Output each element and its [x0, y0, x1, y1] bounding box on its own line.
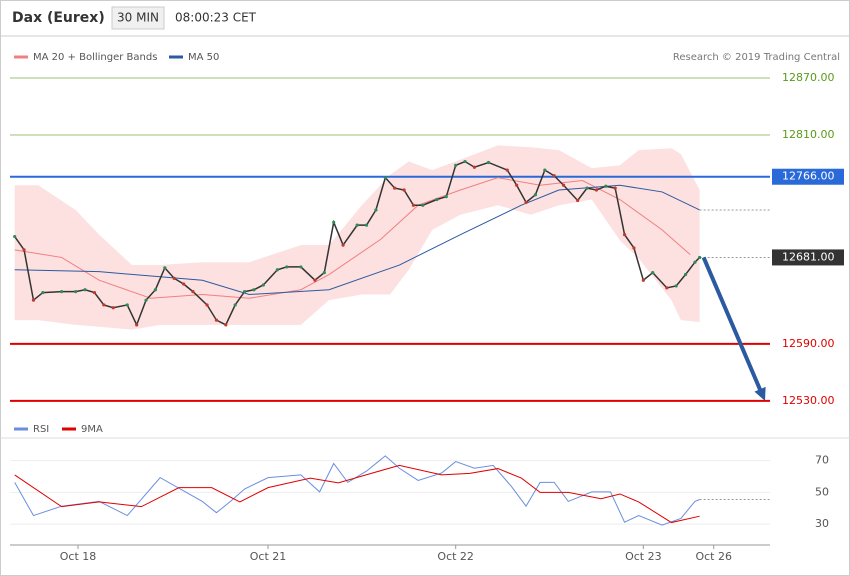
- y-tick-label: 50: [815, 485, 829, 498]
- price-point: [111, 306, 115, 310]
- interval: 30 MIN: [117, 11, 159, 25]
- rsi-line: [14, 464, 700, 524]
- price-point: [355, 223, 359, 227]
- price-point: [561, 183, 566, 187]
- x-tick-label: Oct 22: [437, 550, 474, 563]
- ma-line: [14, 184, 700, 295]
- rsi-line: [14, 455, 700, 526]
- price-point: [252, 288, 256, 292]
- level-label: 12766.00: [782, 170, 835, 183]
- price-point: [402, 188, 406, 192]
- forecast-arrowhead: [754, 386, 766, 401]
- price-point: [515, 183, 519, 187]
- interval-box: [111, 6, 165, 30]
- forecast-arrow: [701, 256, 763, 393]
- price-point: [31, 298, 36, 302]
- price-point: [454, 163, 458, 167]
- y-tick-label: 70: [815, 454, 829, 467]
- price-point: [421, 203, 425, 207]
- price-point: [411, 203, 416, 207]
- level-label: 12870.00: [782, 71, 835, 84]
- price-point: [83, 288, 87, 292]
- price-point: [224, 323, 228, 327]
- price-point: [364, 223, 369, 227]
- level-label: 12530.00: [782, 394, 835, 407]
- x-tick-label: Oct 26: [695, 550, 732, 563]
- price-point: [275, 268, 280, 272]
- price-point: [233, 303, 237, 307]
- price-point: [674, 284, 678, 288]
- price-point: [651, 271, 655, 275]
- level-box: [772, 249, 844, 266]
- price-point: [313, 278, 317, 282]
- price-point: [322, 271, 326, 275]
- price-point: [435, 197, 439, 202]
- credit: Research © 2019 Trading Central: [673, 52, 840, 63]
- price-point: [505, 168, 509, 172]
- price-point: [533, 193, 538, 197]
- time: 08:00:23 CET: [175, 11, 257, 25]
- price-point: [341, 243, 345, 247]
- price-point: [172, 276, 176, 280]
- price-point: [374, 208, 378, 212]
- price-point: [144, 298, 148, 302]
- price-point: [242, 290, 247, 294]
- price-point: [444, 195, 448, 199]
- price-point: [604, 184, 608, 188]
- price-point: [102, 303, 106, 307]
- price-point: [60, 290, 64, 294]
- price-point: [41, 290, 45, 295]
- price-point: [181, 282, 186, 286]
- price-point: [74, 290, 78, 294]
- level-label: 12590.00: [782, 337, 835, 350]
- price-point: [383, 176, 387, 180]
- price-point: [552, 174, 556, 178]
- bollinger-band: [14, 145, 700, 330]
- price-point: [576, 198, 580, 203]
- price-point: [191, 290, 195, 294]
- price-point: [13, 234, 17, 239]
- chart-title: Dax (Eurex): [12, 10, 105, 26]
- price-point: [641, 278, 645, 282]
- price-point: [393, 186, 397, 190]
- price-point: [486, 160, 491, 165]
- price-point: [285, 265, 289, 269]
- legend-label: MA 50: [188, 52, 219, 63]
- level-label: 12681.00: [782, 250, 835, 263]
- price-point: [261, 283, 265, 287]
- x-tick-label: Oct 18: [60, 550, 97, 563]
- price-point: [693, 260, 697, 264]
- price-point: [472, 165, 477, 169]
- price-point: [163, 266, 167, 270]
- price-point: [632, 246, 636, 250]
- price-point: [585, 186, 589, 190]
- price-point: [153, 288, 158, 292]
- price-point: [205, 303, 209, 307]
- legend-label: MA 20 + Bollinger Bands: [33, 52, 157, 63]
- price-point: [135, 323, 139, 327]
- price-point: [613, 186, 617, 190]
- legend-label: RSI: [33, 424, 49, 435]
- price-point: [683, 272, 688, 277]
- price-point: [594, 188, 599, 192]
- level-box: [772, 168, 844, 185]
- y-tick-label: 30: [815, 517, 829, 530]
- price-point: [214, 318, 219, 322]
- price-point: [332, 220, 336, 224]
- x-tick-label: Oct 23: [625, 550, 662, 563]
- x-tick-label: Oct 21: [250, 550, 287, 563]
- price-point: [622, 233, 627, 237]
- price-point: [22, 248, 26, 252]
- price-point: [698, 255, 702, 260]
- price-point: [665, 286, 669, 290]
- price-point: [463, 159, 467, 164]
- legend-label: 9MA: [81, 424, 103, 435]
- level-label: 12810.00: [782, 128, 835, 141]
- price-point: [125, 303, 129, 307]
- price-point: [524, 200, 528, 204]
- price-point: [92, 290, 97, 295]
- price-point: [299, 265, 303, 269]
- price-point: [543, 168, 547, 172]
